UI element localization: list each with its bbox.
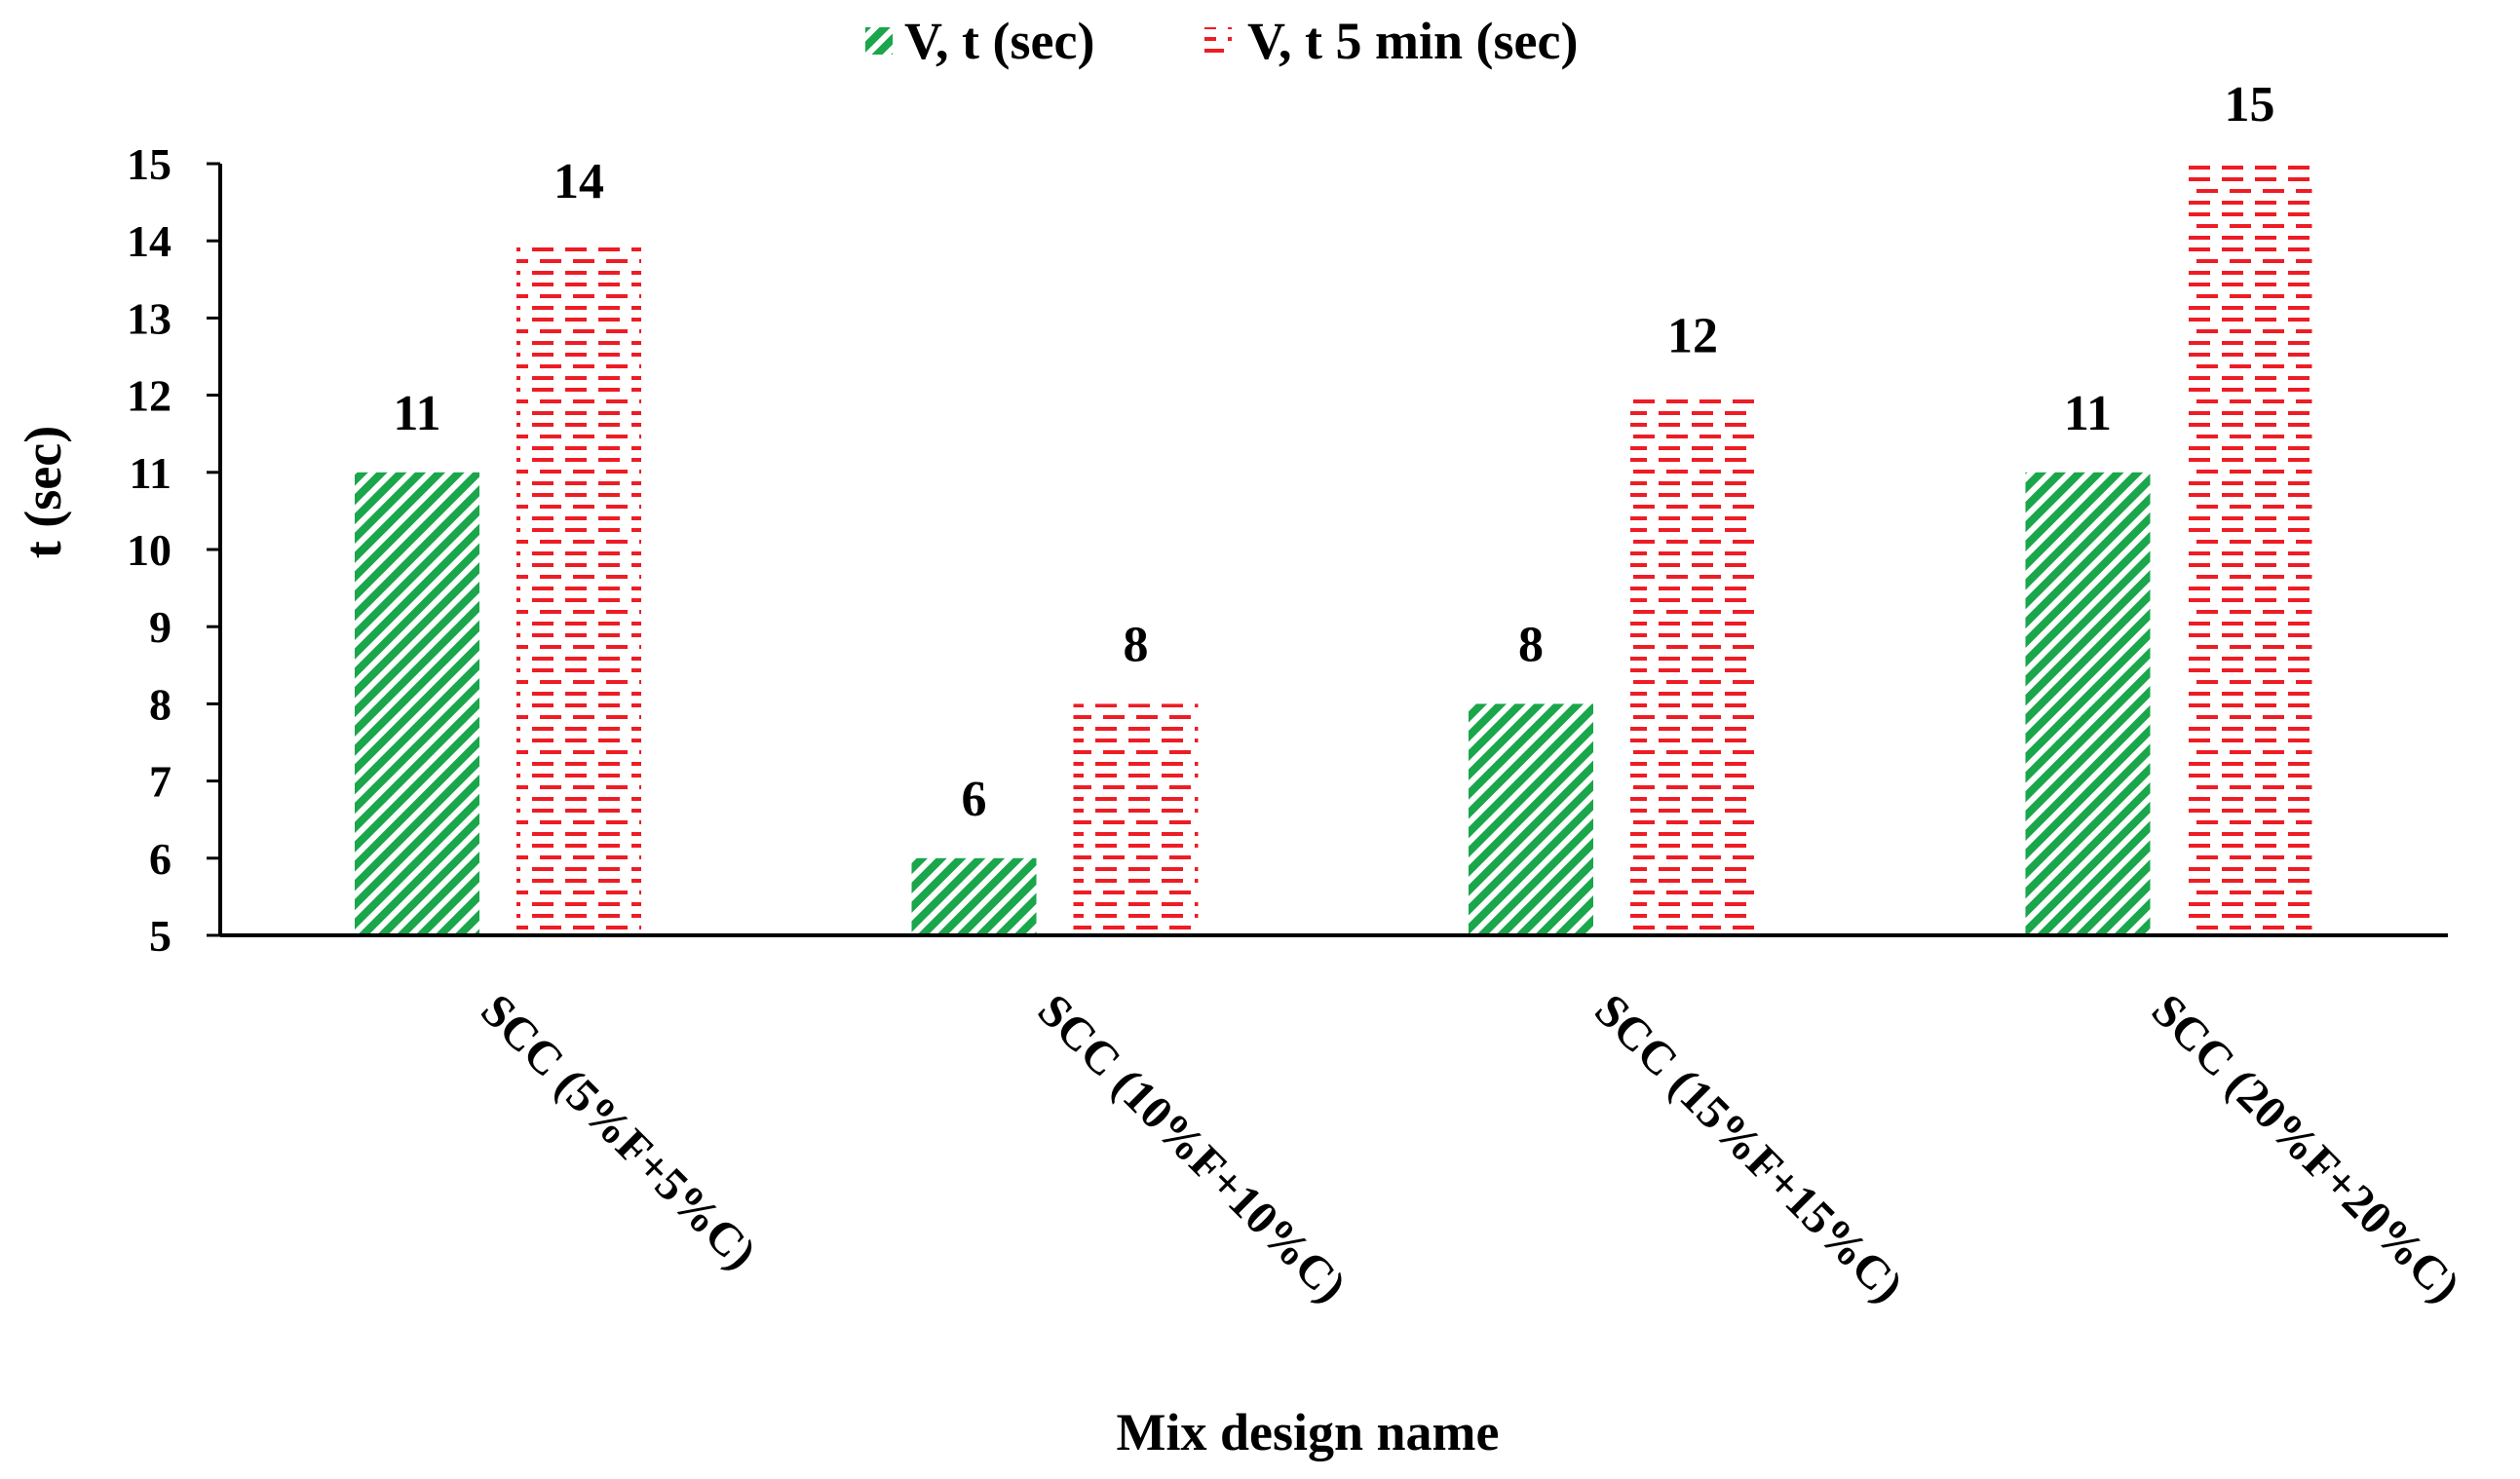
bar-series-0-cat-3 [2025,472,2151,935]
data-label-series-0-cat-3: 11 [2064,386,2112,441]
bar-series-1-cat-1 [1073,703,1199,935]
y-tick-label: 8 [149,679,172,729]
data-label-series-0-cat-2: 8 [1518,617,1544,672]
x-category-label: SCC (20%F+20%C) [2142,984,2470,1312]
data-label-series-1-cat-3: 15 [2225,77,2275,133]
legend-label-series-0: V, t (sec) [904,12,1094,70]
y-tick-label: 5 [149,911,172,961]
y-tick-label: 14 [127,216,172,266]
data-label-series-1-cat-2: 12 [1667,309,1718,364]
y-tick-label: 11 [130,448,172,498]
y-tick-label: 6 [149,834,172,884]
y-tick-label: 7 [149,757,172,807]
data-label-series-1-cat-0: 14 [554,154,604,209]
data-label-series-0-cat-0: 11 [393,386,440,441]
y-tick-label: 10 [127,525,172,575]
data-label-series-0-cat-1: 6 [962,772,987,827]
x-category-label: SCC (15%F+15%C) [1585,984,1913,1312]
bars [355,164,2312,936]
y-axis-title: t (sec) [14,426,72,558]
legend-swatch-series-0 [865,27,893,55]
y-axis-ticks: 5 6 7 8 9 10 11 12 13 14 15 [127,139,220,961]
bar-series-1-cat-0 [516,241,641,935]
legend-label-series-1: V, t 5 min (sec) [1247,12,1578,70]
y-tick-label: 9 [149,602,172,652]
bar-series-0-cat-1 [911,857,1037,935]
legend: V, t (sec) V, t 5 min (sec) [865,12,1578,70]
x-axis-title: Mix design name [1116,1403,1499,1461]
x-category-label: SCC (10%F+10%C) [1028,984,1356,1312]
y-tick-label: 13 [127,293,172,343]
data-labels: 11 14 6 8 8 12 11 15 [393,77,2274,827]
bar-series-0-cat-0 [355,472,479,935]
bar-series-1-cat-2 [1630,395,1755,936]
x-category-label: SCC (5%F+5%C) [471,984,766,1279]
x-axis-category-labels: SCC (5%F+5%C) SCC (10%F+10%C) SCC (15%F+15… [471,984,2469,1312]
bar-series-0-cat-2 [1469,703,1593,935]
y-tick-label: 12 [127,371,172,421]
y-tick-label: 15 [127,139,172,189]
bar-series-1-cat-3 [2187,164,2312,935]
data-label-series-1-cat-1: 8 [1124,617,1149,672]
legend-swatch-series-1 [1204,27,1232,55]
